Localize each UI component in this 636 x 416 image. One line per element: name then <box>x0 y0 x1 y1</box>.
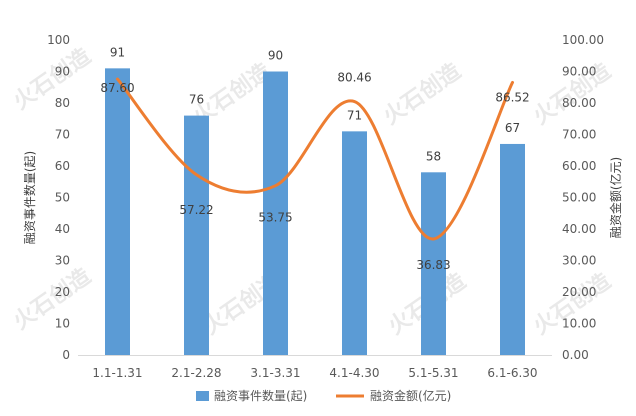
x-tick-label: 2.1-2.28 <box>171 366 221 380</box>
bar-3.1-3.31 <box>263 71 288 355</box>
bar-4.1-4.30 <box>342 131 367 355</box>
y-right-tick-label: 100.00 <box>562 33 604 47</box>
y-right-tick-label: 50.00 <box>562 191 596 205</box>
y-right-tick-label: 70.00 <box>562 128 596 142</box>
legend-label-bar: 融资事件数量(起) <box>214 388 307 403</box>
y-right-tick-label: 20.00 <box>562 285 596 299</box>
bar-value-label: 90 <box>268 49 283 63</box>
watermark-text: 火石创造 <box>9 264 95 335</box>
y-left-tick-label: 100 <box>47 33 70 47</box>
line-value-label: 87.60 <box>100 81 134 95</box>
y-right-tick-label: 90.00 <box>562 65 596 79</box>
line-value-label: 36.83 <box>416 258 450 272</box>
bar-value-label: 71 <box>347 108 362 122</box>
y-left-axis-title: 融资事件数量(起) <box>22 151 37 244</box>
bars-layer <box>105 68 525 355</box>
bar-6.1-6.30 <box>500 143 525 355</box>
legend-swatch-bar <box>196 391 209 401</box>
y-left-tick-label: 0 <box>62 348 70 362</box>
y-left-tick-label: 90 <box>55 65 70 79</box>
y-left-tick-label: 10 <box>55 317 70 331</box>
y-right-tick-label: 10.00 <box>562 317 596 331</box>
y-right-tick-label: 0.00 <box>562 348 589 362</box>
line-layer <box>116 77 514 241</box>
y-left-tick-label: 30 <box>55 254 70 268</box>
y-right-axis-title: 融资金额(亿元) <box>608 157 623 238</box>
legend: 融资事件数量(起) 融资金额(亿元) <box>196 388 451 403</box>
line-value-label: 53.75 <box>258 211 292 225</box>
bar-value-label: 58 <box>426 149 441 163</box>
y-right-tick-label: 80.00 <box>562 96 596 110</box>
y-left-tick-label: 20 <box>55 285 70 299</box>
bar-5.1-5.31 <box>421 172 446 355</box>
line-value-label: 80.46 <box>337 71 371 85</box>
bar-1.1-1.31 <box>105 68 130 355</box>
axis-layer: 0 10 20 30 40 50 60 70 80 90 100 0.00 10.00 20.00 30.0… <box>22 33 623 380</box>
watermark-text: 火石创造 <box>379 59 465 130</box>
x-tick-label: 6.1-6.30 <box>487 366 537 380</box>
x-tick-label: 1.1-1.31 <box>92 366 142 380</box>
y-right-tick-label: 30.00 <box>562 254 596 268</box>
bar-value-label: 67 <box>505 121 520 135</box>
bar-value-label: 91 <box>110 45 125 59</box>
x-tick-label: 5.1-5.31 <box>408 366 458 380</box>
y-left-tick-label: 40 <box>55 222 70 236</box>
legend-label-line: 融资金额(亿元) <box>370 388 451 403</box>
watermark-text: 火石创造 <box>9 44 95 115</box>
y-left-tick-label: 70 <box>55 128 70 142</box>
bar-value-label: 76 <box>189 93 204 107</box>
bar-2.1-2.28 <box>184 115 209 355</box>
data-labels-layer: 91 76 90 71 58 67 87.60 57.22 53.75 80.46 36.83 86.… <box>100 45 529 272</box>
line-value-label: 86.52 <box>495 90 529 104</box>
x-tick-label: 3.1-3.31 <box>250 366 300 380</box>
y-left-tick-label: 60 <box>55 159 70 173</box>
line-value-label: 57.22 <box>179 203 213 217</box>
y-right-tick-label: 40.00 <box>562 222 596 236</box>
y-left-tick-label: 50 <box>55 191 70 205</box>
y-right-tick-label: 60.00 <box>562 159 596 173</box>
y-left-tick-label: 80 <box>55 96 70 110</box>
line-series-amount <box>116 77 514 241</box>
x-tick-label: 4.1-4.30 <box>329 366 379 380</box>
